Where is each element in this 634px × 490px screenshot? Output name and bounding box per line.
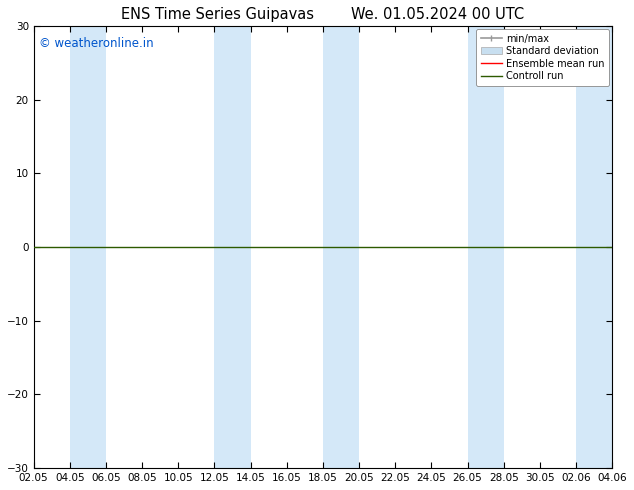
Text: © weatheronline.in: © weatheronline.in (39, 37, 154, 50)
Legend: min/max, Standard deviation, Ensemble mean run, Controll run: min/max, Standard deviation, Ensemble me… (476, 29, 609, 86)
Bar (323, 26, 359, 468)
Bar (70, 26, 106, 468)
Bar (214, 26, 250, 468)
Title: ENS Time Series Guipavas        We. 01.05.2024 00 UTC: ENS Time Series Guipavas We. 01.05.2024 … (121, 7, 524, 22)
Bar (468, 26, 504, 468)
Bar (576, 26, 612, 468)
